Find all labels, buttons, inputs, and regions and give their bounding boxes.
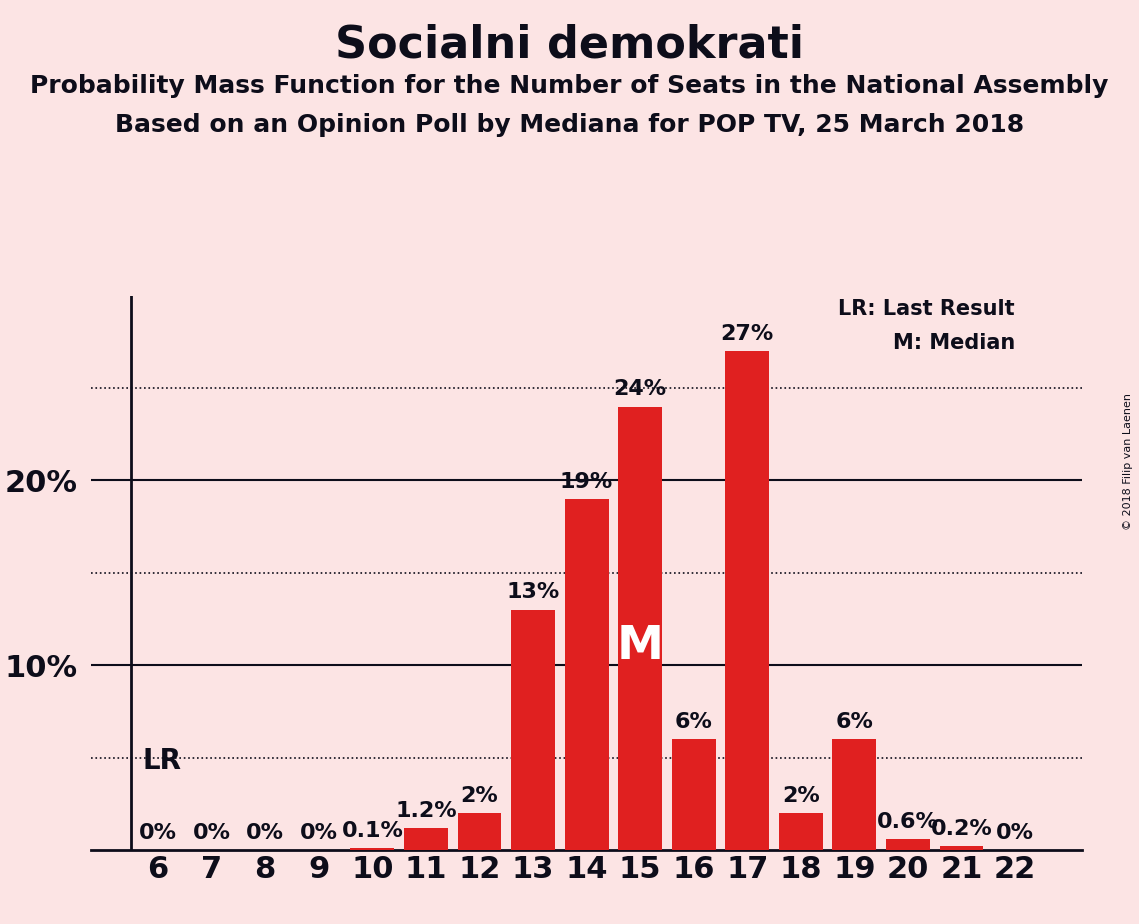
Text: LR: Last Result: LR: Last Result — [838, 299, 1015, 320]
Text: 2%: 2% — [782, 785, 820, 806]
Text: 13%: 13% — [507, 582, 559, 602]
Text: M: M — [616, 625, 664, 669]
Text: M: Median: M: Median — [893, 333, 1015, 353]
Bar — [351, 848, 394, 850]
Bar — [511, 610, 555, 850]
Bar — [565, 499, 608, 850]
Text: 0%: 0% — [246, 822, 285, 843]
Text: Based on an Opinion Poll by Mediana for POP TV, 25 March 2018: Based on an Opinion Poll by Mediana for … — [115, 113, 1024, 137]
Text: 0%: 0% — [995, 822, 1034, 843]
Text: 0.6%: 0.6% — [877, 811, 939, 832]
Text: Socialni demokrati: Socialni demokrati — [335, 23, 804, 67]
Text: 0%: 0% — [300, 822, 338, 843]
Text: Probability Mass Function for the Number of Seats in the National Assembly: Probability Mass Function for the Number… — [31, 74, 1108, 98]
Bar — [779, 813, 822, 850]
Bar — [886, 839, 929, 850]
Text: 0.2%: 0.2% — [931, 819, 992, 839]
Bar — [726, 351, 769, 850]
Text: 24%: 24% — [614, 379, 666, 399]
Bar — [404, 828, 448, 850]
Text: 0%: 0% — [139, 822, 178, 843]
Text: 0.1%: 0.1% — [342, 821, 403, 841]
Bar — [833, 739, 876, 850]
Text: LR: LR — [142, 748, 181, 775]
Text: 19%: 19% — [560, 471, 613, 492]
Bar — [672, 739, 715, 850]
Text: 0%: 0% — [192, 822, 231, 843]
Text: 1.2%: 1.2% — [395, 800, 457, 821]
Text: 2%: 2% — [460, 785, 499, 806]
Text: © 2018 Filip van Laenen: © 2018 Filip van Laenen — [1123, 394, 1133, 530]
Text: 6%: 6% — [674, 711, 713, 732]
Text: 6%: 6% — [835, 711, 874, 732]
Bar — [458, 813, 501, 850]
Bar — [940, 846, 983, 850]
Text: 27%: 27% — [721, 323, 773, 344]
Bar — [618, 407, 662, 850]
